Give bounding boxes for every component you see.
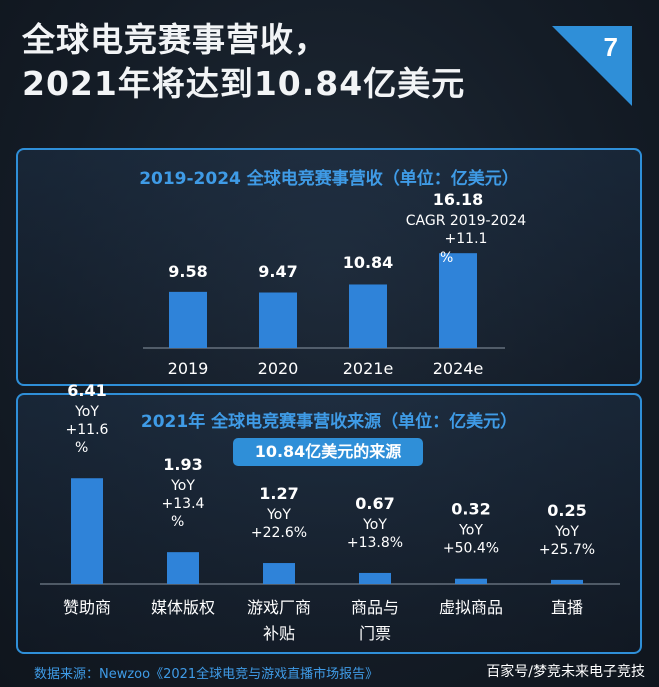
bar [359, 572, 391, 584]
bar [259, 292, 297, 348]
yoy-label: YoY [170, 478, 195, 494]
x-tick-label: 2021e [343, 359, 394, 378]
bar [455, 578, 487, 584]
bar [169, 291, 207, 348]
revenue-source-title: 2021年 全球电竞赛事营收来源（单位：亿美元） [140, 412, 518, 432]
data-label: 1.27 [259, 484, 298, 503]
x-tick-label: 2019 [168, 359, 209, 378]
yoy-label: +11.6 [66, 422, 109, 438]
revenue-trend-title: 2019-2024 全球电竞赛事营收（单位：亿美元） [139, 169, 519, 189]
triangle-badge-icon [552, 26, 632, 106]
data-label: 1.93 [163, 455, 202, 474]
x-tick-label: 门票 [359, 624, 391, 643]
x-tick-label: 直播 [551, 598, 583, 617]
data-label: 16.18 [433, 190, 484, 209]
watermark: 百家号/梦竞未来电子竞技 [486, 664, 645, 680]
data-label: 9.47 [258, 262, 297, 281]
cagr-annotation: CAGR 2019-2024 [406, 213, 527, 229]
yoy-label: % [75, 440, 88, 456]
bar [439, 253, 477, 348]
page-number-badge: 7 [552, 26, 632, 106]
headline: 全球电竞赛事营收， 2021年将达到10.84亿美元 [22, 18, 465, 106]
x-tick-label: 赞助商 [63, 598, 111, 617]
data-label: 0.32 [451, 500, 490, 519]
yoy-label: +25.7% [539, 542, 595, 558]
yoy-label: YoY [74, 404, 99, 420]
source-note: 数据来源：Newzoo《2021全球电竞与游戏直播市场报告》 [34, 667, 379, 682]
yoy-label: +13.4 [162, 496, 205, 512]
bar [349, 284, 387, 348]
data-label: 10.84 [343, 253, 394, 272]
yoy-label: YoY [554, 524, 579, 540]
revenue-trend-panel: 2019-2024 全球电竞赛事营收（单位：亿美元） [16, 148, 642, 386]
yoy-label: % [171, 514, 184, 530]
cagr-annotation: % [440, 250, 453, 266]
bar [71, 478, 103, 584]
headline-line-1: 全球电竞赛事营收， [22, 20, 328, 59]
yoy-label: +22.6% [251, 525, 307, 541]
page-number: 7 [603, 32, 618, 62]
data-label: 0.25 [547, 501, 586, 520]
x-tick-label: 商品与 [351, 598, 399, 617]
yoy-label: YoY [266, 507, 291, 523]
yoy-label: +13.8% [347, 535, 403, 551]
x-tick-label: 虚拟商品 [439, 598, 503, 617]
yoy-label: YoY [362, 517, 387, 533]
revenue-source-subtitle: 10.84亿美元的来源 [233, 438, 423, 466]
x-tick-label: 2020 [258, 359, 299, 378]
x-tick-label: 补贴 [263, 624, 295, 643]
x-tick-label: 游戏厂商 [247, 598, 311, 617]
bar [551, 579, 583, 584]
data-label: 0.67 [355, 494, 394, 513]
data-label: 6.41 [67, 381, 106, 400]
revenue-source-panel: 2021年 全球电竞赛事营收来源（单位：亿美元） [16, 393, 642, 654]
data-label: 9.58 [168, 262, 207, 281]
bar [263, 563, 295, 584]
x-tick-label: 2024e [433, 359, 484, 378]
yoy-label: +50.4% [443, 541, 499, 557]
headline-line-2: 2021年将达到10.84亿美元 [22, 64, 466, 103]
cagr-annotation: +11.1 [445, 231, 488, 247]
bar [167, 552, 199, 584]
revenue-trend-chart: 2019 2020 2021e 2024e 9.58 9.47 10.84 16.18 CAGR… [143, 190, 527, 378]
yoy-label: YoY [458, 523, 483, 539]
x-tick-label: 媒体版权 [151, 598, 215, 617]
